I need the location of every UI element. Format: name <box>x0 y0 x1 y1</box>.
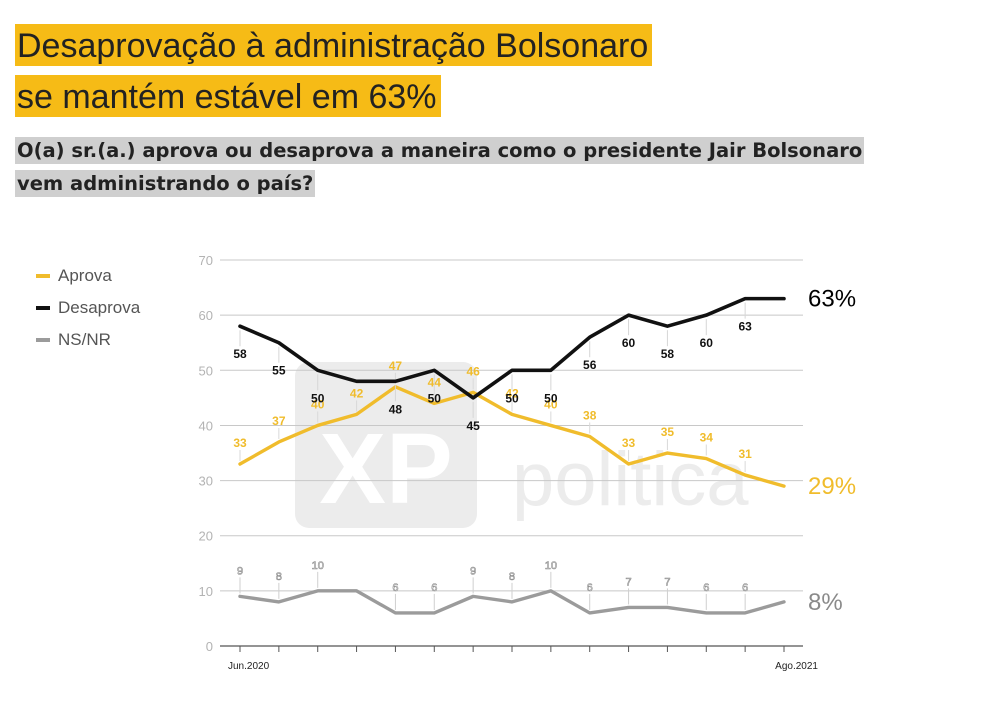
data-label-desaprova: 50 <box>311 391 325 405</box>
y-tick-label: 70 <box>199 253 213 268</box>
data-label-nsnr: 6 <box>431 582 437 594</box>
chart-subtitle-line-2: vem administrando o país? <box>15 170 316 197</box>
y-tick-label: 0 <box>206 639 213 654</box>
data-label-nsnr: 6 <box>703 582 709 594</box>
y-tick-label: 50 <box>199 363 213 378</box>
data-label-nsnr: 8 <box>276 571 282 583</box>
data-label-desaprova: 48 <box>389 402 403 416</box>
series-line-aprova <box>238 385 786 488</box>
data-label-desaprova: 60 <box>622 336 636 350</box>
data-label-nsnr: 10 <box>312 560 324 572</box>
watermark-text: politica <box>512 437 749 522</box>
legend-label-nsnr: NS/NR <box>58 330 111 349</box>
data-label-desaprova: 45 <box>466 419 480 433</box>
data-label-aprova: 46 <box>466 364 480 378</box>
series-line-nsnr <box>238 589 786 615</box>
data-label-desaprova: 50 <box>428 391 442 405</box>
x-axis: Jun.2020 Ago.2021 <box>228 646 818 672</box>
data-label-desaprova: 60 <box>700 336 714 350</box>
data-label-nsnr: 9 <box>237 565 243 577</box>
end-label-aprova: 29% <box>808 473 856 500</box>
series-line-desaprova <box>238 296 786 400</box>
y-tick-label: 40 <box>199 418 213 433</box>
data-label-desaprova: 50 <box>505 391 519 405</box>
data-label-nsnr: 8 <box>509 571 515 583</box>
end-label-nsnr: 8% <box>808 589 843 616</box>
end-label-desaprova: 63% <box>808 286 856 313</box>
data-label-desaprova: 50 <box>544 391 558 405</box>
legend-label-aprova: Aprova <box>58 266 112 285</box>
data-label-aprova: 31 <box>738 447 752 461</box>
y-tick-label: 10 <box>199 584 213 599</box>
data-label-nsnr: 6 <box>587 582 593 594</box>
chart-legend: Aprova Desaprova NS/NR <box>36 260 140 356</box>
legend-swatch-desaprova <box>36 306 50 310</box>
data-label-aprova: 42 <box>350 386 364 400</box>
series-nsnr: 9 8 10 6 6 9 8 10 6 7 7 6 6 8% <box>237 560 843 616</box>
data-label-nsnr: 10 <box>545 560 557 572</box>
data-label-aprova: 40 <box>311 397 325 411</box>
data-label-aprova: 34 <box>700 431 714 445</box>
data-label-nsnr: 7 <box>626 576 632 588</box>
data-label-desaprova: 58 <box>661 347 675 361</box>
legend-label-desaprova: Desaprova <box>58 298 141 317</box>
data-label-nsnr: 6 <box>742 582 748 594</box>
chart-title-line-2: se mantém estável em 63% <box>15 75 441 117</box>
data-label-aprova: 38 <box>583 408 597 422</box>
series-desaprova: 58 55 50 48 50 45 50 50 56 60 58 60 63 63% <box>233 286 856 433</box>
data-label-aprova: 47 <box>389 359 403 373</box>
data-label-aprova: 37 <box>272 414 286 428</box>
x-tick-label-start: Jun.2020 <box>228 661 270 672</box>
data-label-aprova: 40 <box>544 397 558 411</box>
data-label-nsnr: 9 <box>470 565 476 577</box>
data-label-nsnr: 6 <box>392 582 398 594</box>
legend-item-nsnr: NS/NR <box>36 324 140 356</box>
legend-swatch-nsnr <box>36 338 50 342</box>
x-tick-label-end: Ago.2021 <box>775 661 818 672</box>
legend-item-desaprova: Desaprova <box>36 292 140 324</box>
y-tick-label: 30 <box>199 474 213 489</box>
chart-subtitle-line-1: O(a) sr.(a.) aprova ou desaprova a manei… <box>15 137 865 164</box>
watermark-logo-letters: XP <box>319 413 452 525</box>
data-label-aprova: 35 <box>661 425 675 439</box>
data-label-desaprova: 63 <box>738 320 752 334</box>
data-label-desaprova: 55 <box>272 364 286 378</box>
data-label-desaprova: 56 <box>583 358 597 372</box>
data-label-aprova: 33 <box>622 436 636 450</box>
data-label-aprova: 42 <box>505 386 519 400</box>
data-label-aprova: 33 <box>233 436 247 450</box>
data-label-nsnr: 7 <box>664 576 670 588</box>
y-tick-label: 20 <box>199 529 213 544</box>
data-label-desaprova: 58 <box>233 347 247 361</box>
legend-swatch-aprova <box>36 274 50 278</box>
y-tick-label: 60 <box>199 308 213 323</box>
chart-title-line-1: Desaprovação à administração Bolsonaro <box>15 24 653 66</box>
legend-item-aprova: Aprova <box>36 260 140 292</box>
